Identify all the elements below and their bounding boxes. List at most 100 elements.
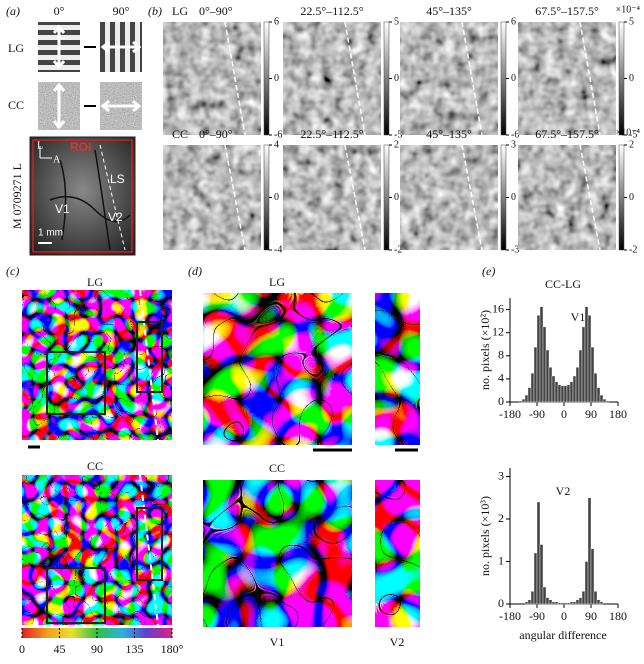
stimulus-label: CC bbox=[8, 98, 24, 112]
colorbar-tick-label: 90 bbox=[91, 642, 103, 656]
y-tick-label: 12 bbox=[492, 324, 504, 338]
cortex-photo bbox=[29, 136, 136, 256]
arrow bbox=[100, 40, 142, 54]
difference-map bbox=[517, 144, 617, 251]
difference-map bbox=[162, 21, 262, 136]
v1-v2-border bbox=[224, 144, 246, 251]
x-tick-label: 90 bbox=[585, 407, 597, 421]
colorbar-tick-label: 0 bbox=[629, 73, 634, 84]
colorbar-tick-label: 0 bbox=[19, 642, 25, 656]
v1-v2-border bbox=[461, 144, 483, 251]
orientation-label: 0° bbox=[54, 4, 65, 18]
colorbar bbox=[383, 144, 390, 251]
histogram-bar bbox=[581, 326, 586, 403]
histogram-bar bbox=[536, 501, 541, 605]
histogram-bar bbox=[578, 597, 583, 605]
roi-box bbox=[32, 139, 133, 253]
histogram-bar bbox=[557, 384, 562, 403]
histogram-bar bbox=[602, 398, 607, 403]
histogram-bar bbox=[584, 561, 589, 605]
histogram-bar bbox=[590, 346, 595, 403]
area-label: V1 bbox=[270, 635, 285, 649]
v1-v2-border bbox=[579, 144, 601, 251]
roi-v1 bbox=[46, 567, 106, 624]
roi-label: ROI bbox=[70, 140, 91, 154]
histogram-bar bbox=[518, 400, 523, 403]
histogram-bar bbox=[548, 599, 553, 605]
layout bbox=[22, 22, 421, 638]
v1-v2-border bbox=[461, 21, 483, 136]
colorbar-tick-label: 0 bbox=[629, 192, 634, 203]
orientation-axes bbox=[39, 146, 52, 159]
colorbar bbox=[618, 21, 625, 136]
y-tick-label: 16 bbox=[492, 301, 504, 315]
x-tick-label: 180 bbox=[609, 407, 627, 421]
histogram-bar bbox=[524, 394, 529, 403]
colorbar bbox=[383, 21, 390, 136]
v1-v2-border bbox=[344, 144, 366, 251]
x-tick-label: -90 bbox=[529, 407, 545, 421]
colorbar-tick-label: 0 bbox=[274, 192, 279, 203]
v1-v2-border bbox=[99, 144, 126, 251]
y-tick-label: 1 bbox=[498, 553, 504, 567]
area-label: V2 bbox=[390, 635, 405, 649]
zoom-map-lg-v1 bbox=[202, 292, 353, 446]
stimulus-label: LG bbox=[8, 41, 24, 55]
colorbar-tick-label: 6 bbox=[511, 16, 516, 27]
histogram-bar bbox=[530, 591, 535, 605]
colorbar-tick-label: 0 bbox=[274, 73, 279, 84]
animal-id: M 0709271 L bbox=[10, 163, 24, 229]
colorbar-tick-label: -2 bbox=[394, 244, 402, 255]
stimulus-label: CC bbox=[172, 127, 188, 141]
series-label: V2 bbox=[556, 484, 571, 498]
histogram-bar bbox=[542, 326, 547, 403]
map-title: 45°–135° bbox=[426, 127, 472, 141]
roi-v2 bbox=[136, 321, 163, 393]
colorbar-tick-label: 0 bbox=[394, 73, 399, 84]
colorbar-tick-label: -3 bbox=[511, 244, 519, 255]
histogram-bar bbox=[554, 601, 559, 605]
histogram-bar bbox=[533, 552, 538, 605]
histogram-bar bbox=[587, 497, 592, 605]
v1-v2-border bbox=[139, 474, 159, 626]
y-axis-label: no. pixels (×10²) bbox=[478, 310, 492, 390]
y-tick-label: 0 bbox=[498, 394, 504, 408]
histogram-title: CC-LG bbox=[545, 277, 581, 291]
difference-map bbox=[282, 21, 382, 136]
colorbar-tick-label: 6 bbox=[274, 16, 279, 27]
map-title: CC bbox=[87, 459, 103, 473]
axis-label: L bbox=[37, 140, 43, 151]
colorbar-tick-label: 45 bbox=[54, 642, 66, 656]
x-tick-label: -180 bbox=[499, 609, 521, 623]
colorbar-tick-label: 0 bbox=[511, 73, 516, 84]
histogram-bar bbox=[596, 387, 601, 403]
histogram-bar bbox=[551, 375, 556, 403]
map-title: 22.5°–112.5° bbox=[300, 4, 363, 18]
colorbar bbox=[263, 144, 270, 251]
colorbar-tick-label: 2 bbox=[394, 139, 399, 150]
difference-map bbox=[282, 144, 382, 251]
histogram-bar bbox=[527, 387, 532, 403]
scale-label: 1 mm bbox=[38, 228, 63, 239]
colorbar bbox=[500, 21, 507, 136]
histogram-bar bbox=[587, 315, 592, 403]
histogram-bar bbox=[536, 315, 541, 403]
colorbar-tick-label: -2 bbox=[629, 244, 637, 255]
histogram-bar bbox=[524, 601, 529, 605]
y-tick-label: 2 bbox=[498, 511, 504, 525]
histogram-bar bbox=[557, 602, 562, 605]
histogram-bar bbox=[584, 306, 589, 403]
histogram-bar bbox=[569, 601, 574, 605]
histogram-bar bbox=[590, 548, 595, 605]
v1-v2-border bbox=[579, 21, 601, 136]
histogram-bar bbox=[521, 398, 526, 403]
y-tick-label: 0 bbox=[498, 596, 504, 610]
colorbar-tick-label: 5 bbox=[394, 16, 399, 27]
arrow bbox=[52, 24, 66, 70]
axis-label: A bbox=[53, 154, 61, 165]
zoom-map-lg-v2 bbox=[374, 292, 421, 446]
histogram-bar bbox=[554, 381, 559, 403]
histogram-bar bbox=[599, 601, 604, 605]
x-tick-label: 0 bbox=[561, 407, 567, 421]
